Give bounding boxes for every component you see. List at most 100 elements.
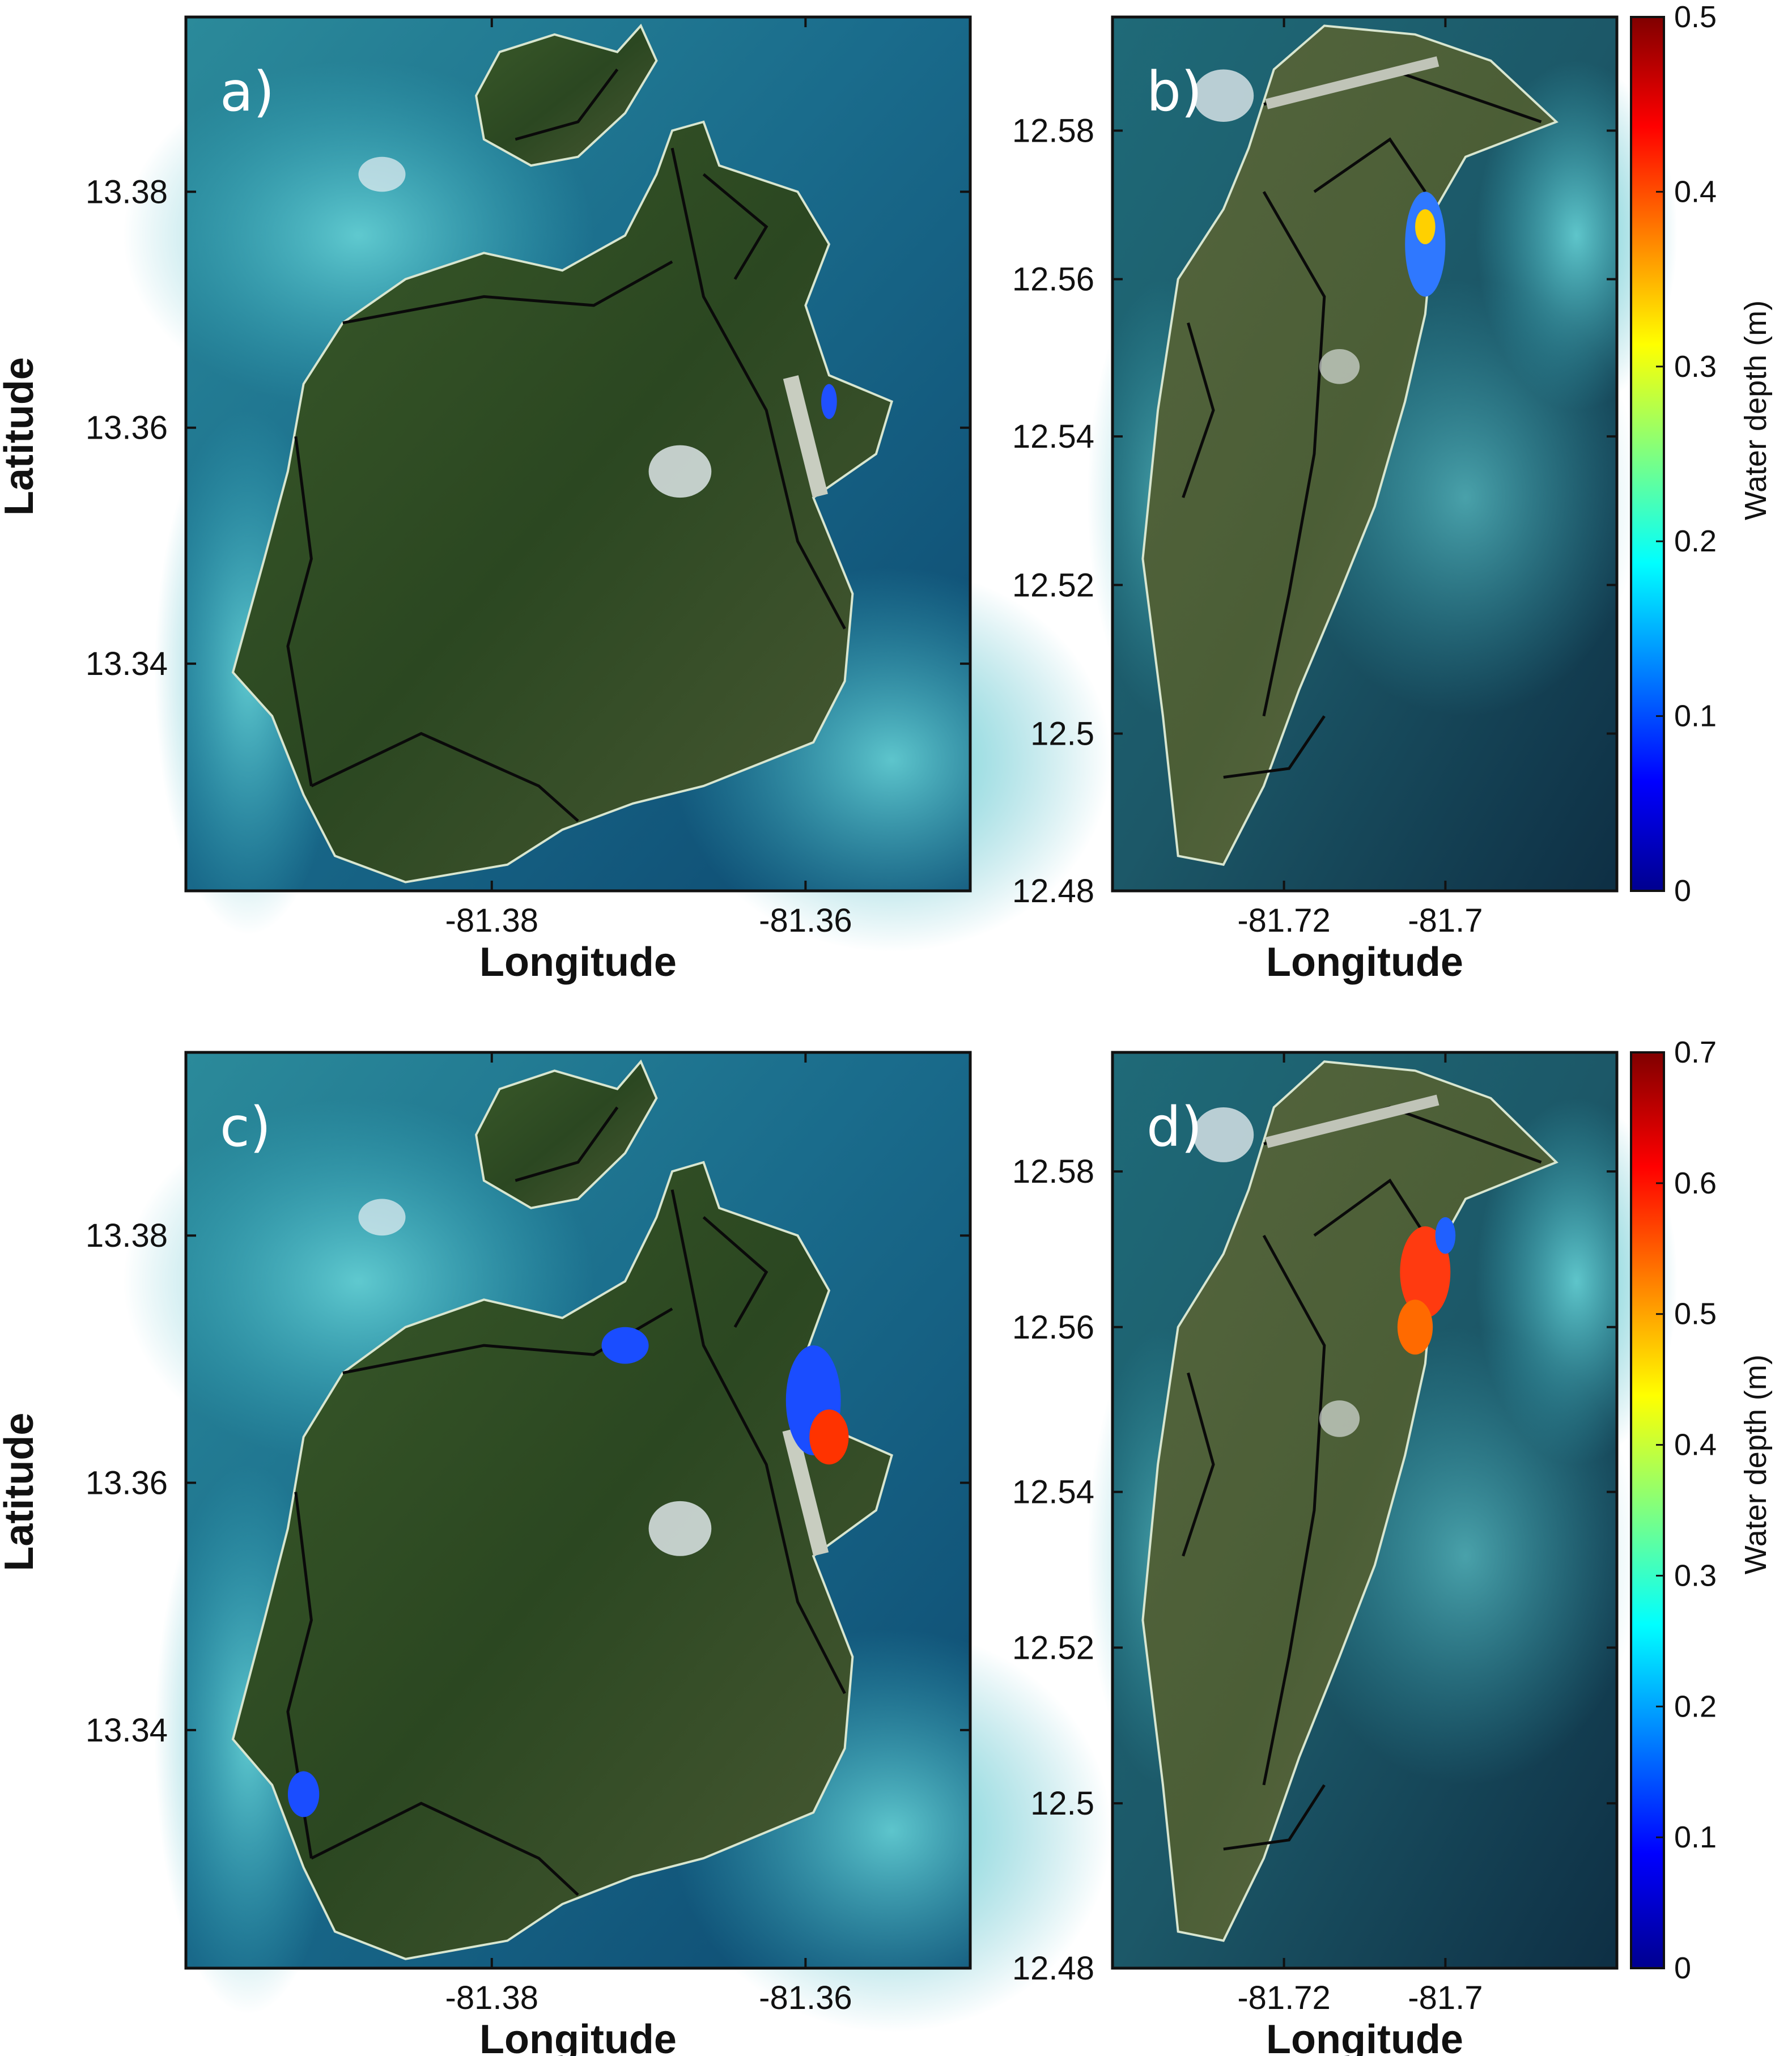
- y-tick-label: 13.38: [86, 173, 168, 210]
- flood-patch: [1397, 1299, 1433, 1355]
- y-tick-label: 12.56: [1012, 261, 1094, 298]
- colorbar-tick-label: 0.5: [1674, 0, 1717, 34]
- panel-c: c) -81.38 -81.36 Longitude 13.38 13.36 13.34 La…: [0, 1051, 1112, 2056]
- x-tick-label: -81.38: [445, 1979, 538, 2016]
- colorbar-tick-label: 0.2: [1674, 524, 1717, 558]
- road: [702, 1216, 768, 1328]
- y-tick-label: 13.38: [86, 1217, 168, 1254]
- flood-patch: [601, 1327, 649, 1364]
- y-tick-label: 12.52: [1012, 1629, 1094, 1666]
- island-land: [1141, 24, 1559, 866]
- y-tick-label: 12.54: [1012, 418, 1094, 455]
- colorbar-tick-label: 0.6: [1674, 1166, 1717, 1200]
- colorbar-tick-label: 0.3: [1674, 350, 1717, 384]
- colorbar-tick-label: 0.4: [1674, 1428, 1717, 1462]
- cloud: [1319, 1400, 1360, 1437]
- road: [702, 173, 768, 280]
- panel-label: b): [1146, 60, 1202, 124]
- road: [311, 1802, 579, 1896]
- cloud: [1193, 1107, 1254, 1162]
- x-axis-label: Longitude: [479, 2017, 677, 2056]
- colorbar-tick-label: 0.4: [1674, 175, 1717, 209]
- y-tick-label: 12.5: [1030, 715, 1094, 752]
- panel-label: d): [1146, 1095, 1202, 1159]
- runway: [782, 1428, 829, 1556]
- road: [670, 147, 846, 630]
- y-tick-label: 13.34: [86, 645, 168, 682]
- road: [1223, 715, 1326, 779]
- flood-patch: [1405, 192, 1446, 297]
- road: [1262, 191, 1326, 717]
- y-tick-label: 12.48: [1012, 873, 1094, 910]
- island-land: [1141, 1060, 1559, 1942]
- colorbar-tick-label: 0.1: [1674, 699, 1717, 733]
- cloud: [1319, 349, 1360, 384]
- road: [311, 732, 579, 822]
- flood-patch: [1400, 1226, 1451, 1318]
- colorbar: [1630, 1051, 1665, 1969]
- colorbar-label: Water depth (m): [1739, 1354, 1773, 1574]
- y-tick-label: 12.56: [1012, 1309, 1094, 1346]
- colorbar: [1630, 16, 1665, 892]
- road: [1262, 1234, 1326, 1786]
- flood-patch: [821, 384, 837, 419]
- x-axis-label: Longitude: [479, 940, 677, 985]
- runway: [783, 375, 828, 498]
- map-frame: [1111, 15, 1619, 893]
- panel-label: a): [220, 60, 274, 124]
- y-tick-label: 12.54: [1012, 1474, 1094, 1511]
- x-tick-label: -81.7: [1408, 902, 1483, 939]
- flood-patch: [1415, 209, 1436, 244]
- x-tick-label: -81.36: [759, 1979, 852, 2016]
- flood-patch: [809, 1409, 849, 1465]
- road: [1313, 137, 1426, 193]
- y-tick-label: 12.48: [1012, 1950, 1094, 1987]
- colorbar-tick-label: 0: [1674, 1951, 1691, 1985]
- cloud: [358, 156, 406, 192]
- colorbar-label: Water depth (m): [1739, 300, 1773, 520]
- cloud: [358, 1199, 406, 1236]
- y-tick-label: 13.34: [86, 1712, 168, 1749]
- flood-patch: [1435, 1217, 1456, 1254]
- colorbar-tick-label: 0.7: [1674, 1035, 1717, 1069]
- x-axis-label: Longitude: [1266, 940, 1463, 985]
- y-tick-label: 13.36: [86, 1465, 168, 1502]
- colorbar-tick-label: 0.3: [1674, 1558, 1717, 1592]
- y-tick-label: 12.52: [1012, 567, 1094, 604]
- map-frame: [184, 15, 972, 893]
- islet-land: [475, 23, 658, 167]
- y-tick-label: 12.58: [1012, 112, 1094, 149]
- road: [286, 436, 313, 787]
- runway: [1265, 56, 1439, 109]
- y-tick-label: 13.36: [86, 410, 168, 447]
- y-axis-label: Latitude: [0, 357, 42, 516]
- y-axis-label: Latitude: [0, 1413, 42, 1571]
- road: [342, 260, 673, 325]
- road: [1182, 322, 1215, 498]
- islet-land: [475, 1059, 658, 1209]
- road: [515, 1106, 619, 1182]
- x-axis-label: Longitude: [1266, 2017, 1463, 2056]
- y-tick-label: 12.5: [1030, 1785, 1094, 1822]
- runway: [1265, 1094, 1439, 1148]
- cloud: [648, 1501, 712, 1556]
- colorbar-tick-label: 0.1: [1674, 1820, 1717, 1854]
- panel-a: a) -81.38 -81.36 Longitude 13.38 13.36 13.34 La…: [0, 15, 1112, 985]
- flood-patch: [287, 1771, 320, 1817]
- cloud: [1193, 69, 1254, 122]
- map-frame: [1111, 1051, 1619, 1970]
- road: [1182, 1372, 1215, 1557]
- y-tick-label: 12.58: [1012, 1153, 1094, 1190]
- panel-label: c): [220, 1095, 271, 1159]
- x-tick-label: -81.36: [759, 902, 852, 939]
- cloud: [648, 445, 712, 498]
- colorbar-tick-label: 0: [1674, 874, 1691, 908]
- x-tick-label: -81.72: [1237, 902, 1330, 939]
- colorbar-tick-label: 0.2: [1674, 1689, 1717, 1723]
- road: [1313, 1178, 1426, 1237]
- x-tick-label: -81.72: [1237, 1979, 1330, 2016]
- road: [515, 69, 619, 141]
